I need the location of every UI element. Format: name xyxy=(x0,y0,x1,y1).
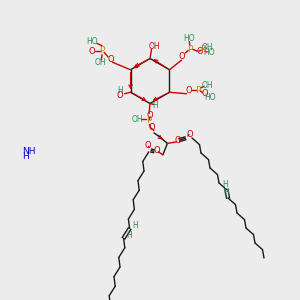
Text: HO: HO xyxy=(86,37,98,46)
Text: HO: HO xyxy=(203,48,215,57)
Text: P: P xyxy=(146,116,151,125)
Text: O: O xyxy=(187,130,193,139)
Text: O: O xyxy=(148,123,155,132)
Text: HO: HO xyxy=(204,92,216,101)
Text: OH: OH xyxy=(202,43,214,52)
Text: O: O xyxy=(108,55,114,64)
Text: H: H xyxy=(132,221,138,230)
Text: O: O xyxy=(146,111,153,120)
Text: O: O xyxy=(89,46,95,56)
Text: P: P xyxy=(195,86,201,95)
Text: O: O xyxy=(185,86,192,95)
Text: O: O xyxy=(201,89,208,98)
Text: H: H xyxy=(224,188,230,197)
Text: P: P xyxy=(200,45,206,54)
Text: HO: HO xyxy=(183,34,195,43)
Text: H: H xyxy=(152,100,158,109)
Text: O: O xyxy=(145,141,151,150)
Text: NH: NH xyxy=(22,147,36,156)
Text: OH: OH xyxy=(149,42,160,51)
Text: O: O xyxy=(175,136,181,145)
Text: OH: OH xyxy=(201,80,213,89)
Text: H: H xyxy=(222,180,228,189)
Text: H: H xyxy=(126,231,132,240)
Text: O: O xyxy=(117,91,123,100)
Text: P: P xyxy=(99,46,105,55)
Text: O: O xyxy=(179,52,185,61)
Text: OH: OH xyxy=(131,115,143,124)
Text: O: O xyxy=(196,47,203,56)
Text: P: P xyxy=(187,45,193,54)
Text: H: H xyxy=(22,152,29,161)
Text: OH: OH xyxy=(95,58,106,67)
Text: H: H xyxy=(117,86,123,95)
Text: O: O xyxy=(153,146,160,155)
